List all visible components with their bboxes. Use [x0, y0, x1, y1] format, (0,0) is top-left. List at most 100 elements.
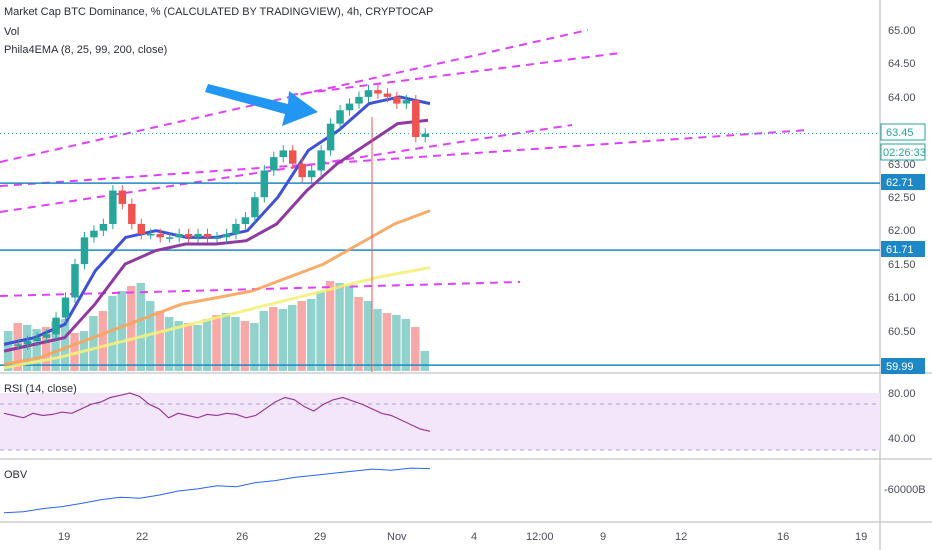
candle-body [23, 341, 32, 345]
ema-line [3, 266, 431, 370]
obv-line [3, 467, 431, 514]
obv-label: OBV [4, 469, 28, 481]
ema-line [3, 209, 431, 366]
volume-bar [127, 286, 136, 371]
level-badge [881, 358, 925, 374]
candle-body [184, 234, 193, 238]
channel-line [0, 124, 573, 213]
volume-bar [325, 281, 335, 371]
price-tick: 65.00 [888, 25, 916, 37]
price-tick: 62.00 [888, 225, 916, 237]
volume-bar [174, 321, 183, 371]
countdown-badge [880, 143, 926, 161]
candle-body [194, 234, 202, 238]
volume-bar [363, 301, 373, 371]
current-price-badge [880, 123, 926, 141]
volume-bar [250, 323, 259, 371]
candle-body [317, 150, 325, 171]
volume-bar [60, 319, 70, 371]
volume-bar [335, 283, 344, 371]
candle-body [165, 237, 174, 239]
volume-bar [259, 311, 269, 371]
price-tick: 64.00 [888, 92, 916, 104]
rsi-line [3, 392, 431, 432]
rsi-band [0, 393, 880, 450]
candle-body [336, 110, 344, 124]
volume-bar [240, 321, 250, 371]
time-tick: 9 [600, 531, 606, 543]
candle-body [118, 190, 127, 204]
candle-body [71, 264, 79, 298]
candle-body [99, 223, 108, 231]
volume-bar [155, 311, 164, 371]
candle-body [393, 96, 401, 104]
volume-bar [344, 285, 354, 371]
time-axis[interactable]: 19 22 26 29 Nov 4 12:00 9 12 16 19 [58, 531, 867, 543]
countdown-text: 02:26:33 [883, 147, 926, 159]
candle-body [61, 297, 70, 318]
volume-bar [193, 325, 202, 371]
time-tick: 12:00 [526, 531, 554, 543]
channel-line [0, 281, 521, 297]
price-tick: 61.50 [888, 259, 916, 271]
candle-body [203, 234, 212, 238]
candle-body [156, 234, 164, 238]
candle-body [326, 123, 335, 151]
candle-body [355, 96, 363, 104]
candle-body [421, 133, 429, 138]
volume-bar [231, 317, 240, 371]
volume-bar [89, 316, 98, 371]
candle-body [42, 334, 51, 338]
level-badge [881, 241, 925, 257]
time-tick: 19 [58, 531, 70, 543]
candle-body [52, 317, 60, 335]
volume-bar [212, 315, 221, 371]
level-badge-text: 61.71 [886, 244, 914, 256]
current-price-text: 63.45 [886, 127, 914, 139]
price-tick: 62.50 [888, 192, 916, 204]
volume-bar [183, 323, 193, 371]
price-axis[interactable]: 65.00 64.50 64.00 63.00 62.50 62.00 61.5… [880, 25, 926, 374]
ema-label: Phila4EMA (8, 25, 99, 200, close) [4, 44, 167, 56]
price-tick: 64.50 [888, 58, 916, 70]
candle-body [307, 170, 316, 178]
candle-body [128, 203, 136, 224]
arrow-annotation[interactable] [205, 84, 318, 126]
candle-body [251, 197, 259, 218]
candle-body [345, 103, 354, 111]
candle-body [241, 217, 250, 224]
time-tick: 26 [236, 531, 248, 543]
candle-body [412, 100, 420, 138]
volume-bar [32, 329, 41, 371]
candle-body [147, 234, 155, 236]
volume-bar [136, 283, 145, 371]
vol-label: Vol [4, 26, 19, 38]
chart-title: Market Cap BTC Dominance, % (CALCULATED … [4, 6, 433, 18]
rsi-tick: 80.00 [888, 388, 916, 400]
candle-body [270, 157, 278, 171]
candle-body [137, 223, 145, 235]
rsi-label: RSI (14, close) [4, 383, 77, 395]
volume-bar [41, 327, 51, 371]
candle-body [222, 234, 231, 238]
horizontal-levels [0, 133, 880, 366]
channel-line [0, 129, 809, 187]
volume-bars [4, 281, 429, 371]
candle-body [175, 234, 183, 238]
volume-bar [420, 351, 429, 371]
volume-bar [51, 321, 60, 371]
time-tick: 4 [471, 531, 477, 543]
volume-bar [202, 319, 212, 371]
volume-bar [164, 317, 174, 371]
candle-body [33, 337, 41, 342]
candle-body [90, 230, 98, 238]
time-tick: 16 [777, 531, 789, 543]
volume-bar [22, 325, 32, 371]
price-tick: 63.00 [888, 159, 916, 171]
candle-body [402, 100, 411, 104]
candle-body [213, 237, 221, 239]
candle-body [289, 150, 297, 164]
candle-body [374, 90, 382, 94]
volume-bar [98, 311, 108, 371]
